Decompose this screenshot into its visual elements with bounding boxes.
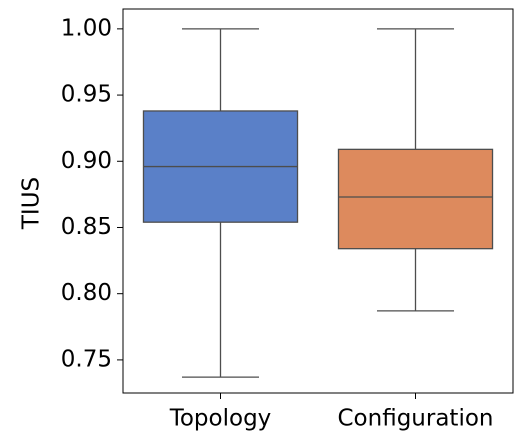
y-tick-label: 0.90	[61, 148, 112, 174]
y-tick-label: 0.95	[61, 82, 112, 108]
x-tick-label: Configuration	[338, 406, 494, 432]
y-axis: 0.75 0.80 0.85 0.90 0.95 1.00	[61, 15, 123, 372]
iqr-box	[337, 148, 494, 250]
x-axis: Topology Configuration	[169, 393, 494, 432]
boxes-layer	[142, 28, 494, 378]
y-tick-label: 0.80	[61, 280, 112, 306]
box-configuration	[337, 28, 494, 312]
plot-frame	[122, 8, 514, 394]
y-tick-label: 1.00	[61, 15, 112, 41]
y-axis-label: TIUS	[19, 177, 45, 230]
y-tick-label: 0.85	[61, 214, 112, 240]
y-tick-label: 0.75	[61, 346, 112, 372]
x-tick-label: Topology	[169, 406, 272, 432]
box-topology	[142, 28, 299, 378]
